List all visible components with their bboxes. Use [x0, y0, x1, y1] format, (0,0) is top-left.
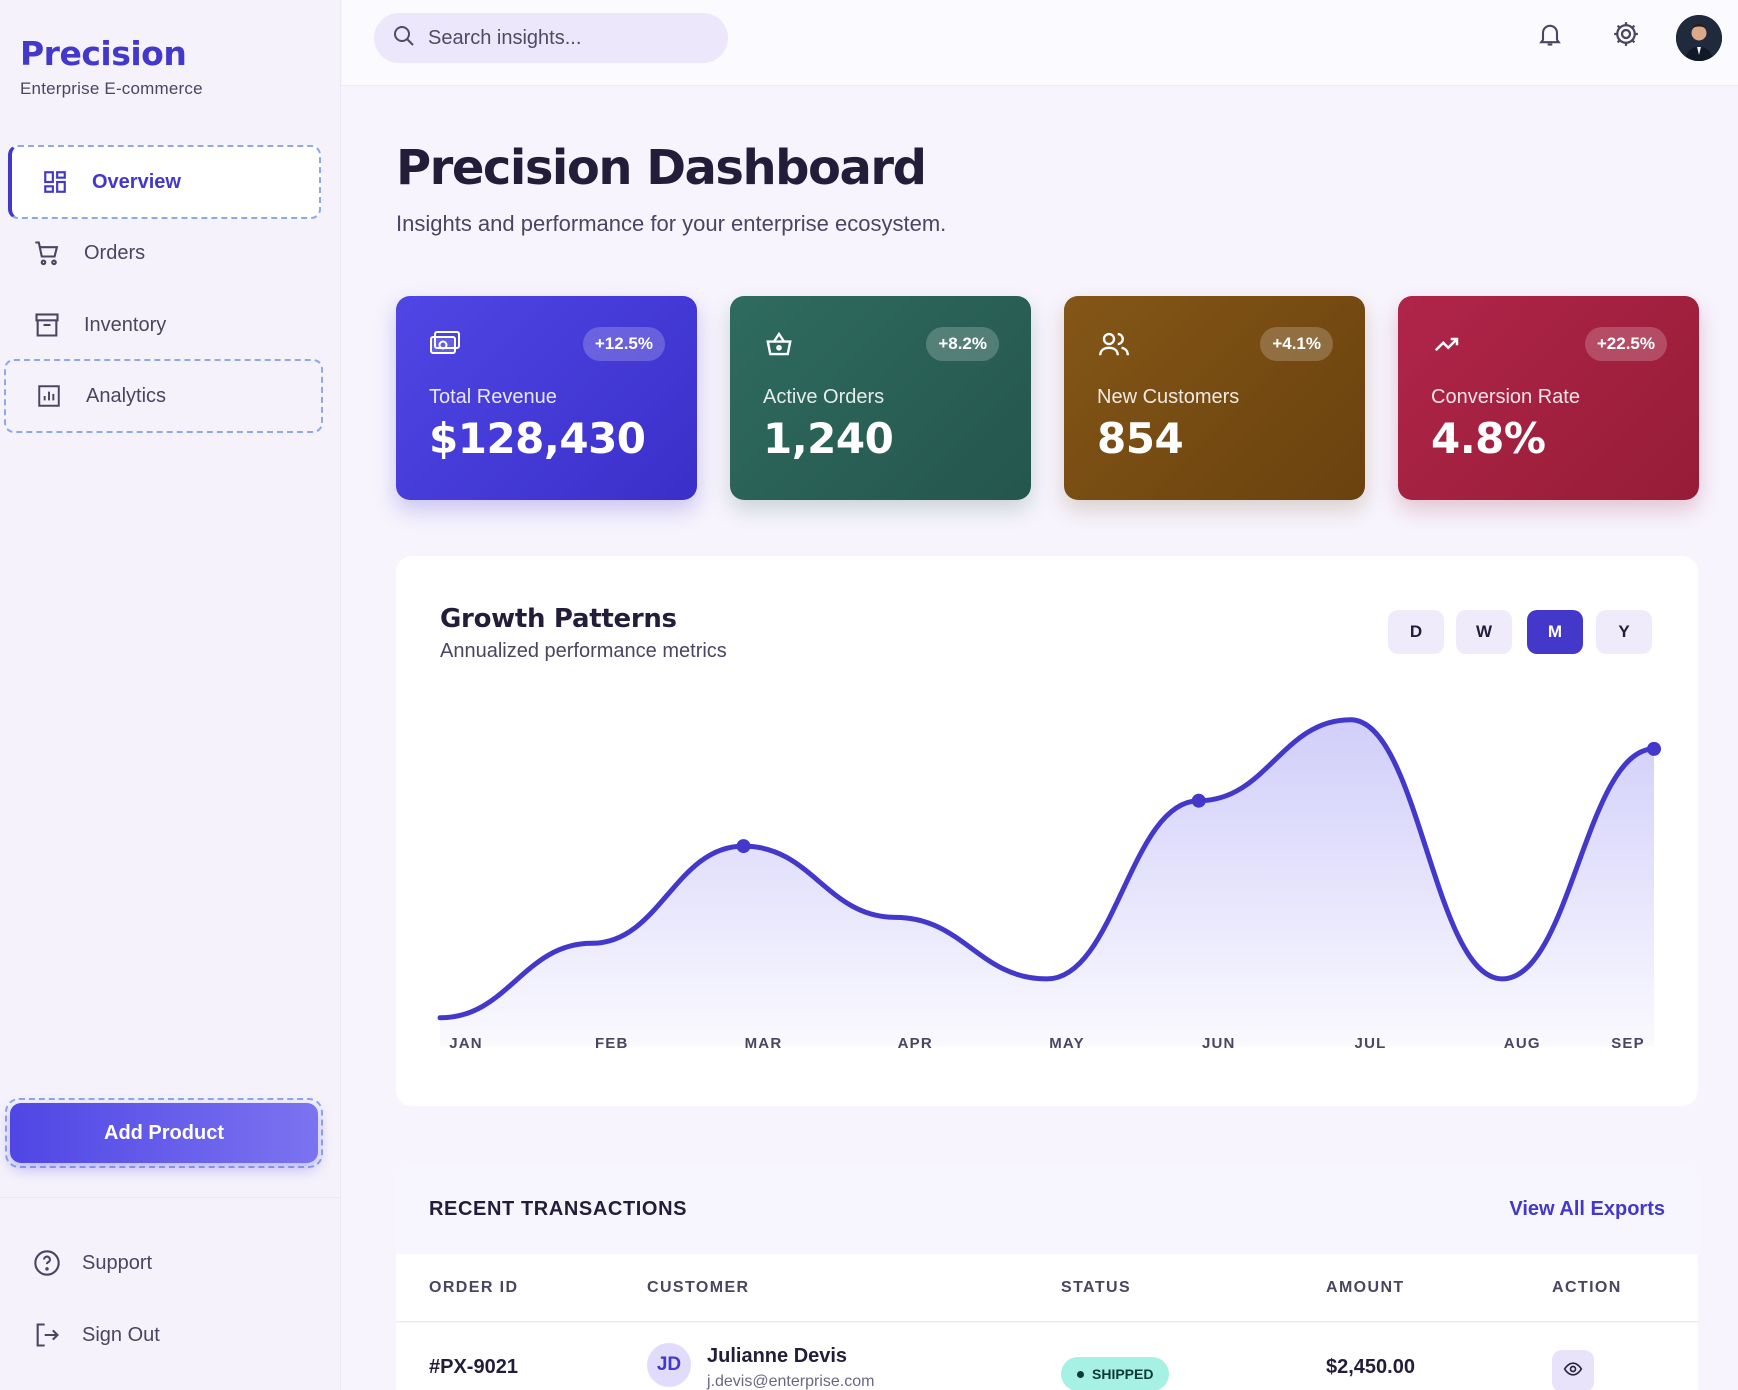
page-title: Precision Dashboard [396, 140, 927, 196]
archive-icon [32, 310, 62, 340]
topbar [342, 0, 1738, 86]
x-tick-label: MAR [745, 1035, 783, 1052]
range-day-button[interactable]: D [1388, 610, 1444, 654]
chart-point[interactable] [1191, 793, 1206, 808]
sidebar-item-analytics[interactable]: Analytics [4, 359, 323, 433]
stat-card-revenue[interactable]: +12.5% Total Revenue $128,430 [396, 296, 697, 500]
support-label: Support [82, 1251, 153, 1274]
sidebar-item-label: Inventory [84, 313, 167, 336]
chart-subtitle: Annualized performance metrics [440, 640, 727, 662]
chart-series-line [437, 717, 1657, 1021]
brand-title: Precision [20, 34, 187, 73]
sidebar-item-label: Analytics [86, 384, 167, 407]
stat-card-conversion[interactable]: +22.5% Conversion Rate 4.8% [1398, 296, 1699, 500]
status-label: SHIPPED [1092, 1366, 1154, 1382]
x-tick-label: APR [898, 1035, 933, 1052]
x-tick-label: SEP [1611, 1035, 1645, 1052]
brand: Precision Enterprise E-commerce [20, 34, 203, 99]
chart-point[interactable] [1647, 741, 1661, 756]
customer-email: j.devis@enterprise.com [707, 1373, 875, 1390]
search-box[interactable] [374, 13, 728, 63]
eye-icon [1563, 1359, 1583, 1384]
stat-value: 1,240 [763, 414, 894, 463]
stat-value: 4.8% [1431, 414, 1546, 463]
stat-label: New Customers [1097, 386, 1240, 408]
range-year-button[interactable]: Y [1596, 610, 1652, 654]
stat-label: Total Revenue [429, 386, 557, 408]
column-header: ACTION [1552, 1279, 1622, 1296]
table-row[interactable]: #PX-9021 JD Julianne Devis j.devis@enter… [396, 1323, 1698, 1390]
column-header: ORDER ID [429, 1279, 519, 1296]
customer-avatar: JD [647, 1343, 691, 1387]
range-week-button[interactable]: W [1456, 610, 1512, 654]
stat-card-customers[interactable]: +4.1% New Customers 854 [1064, 296, 1365, 500]
range-month-button[interactable]: M [1527, 610, 1583, 654]
status-badge: SHIPPED [1061, 1357, 1170, 1390]
x-tick-label: JUL [1355, 1035, 1387, 1052]
search-input[interactable] [428, 26, 708, 50]
sidebar-item-label: Overview [92, 170, 181, 193]
view-order-button[interactable] [1552, 1350, 1594, 1390]
x-tick-label: FEB [595, 1035, 629, 1052]
search-icon [392, 24, 416, 53]
stat-card-orders[interactable]: +8.2% Active Orders 1,240 [730, 296, 1031, 500]
customer-name: Julianne Devis [707, 1345, 848, 1367]
column-header: AMOUNT [1326, 1279, 1405, 1296]
help-icon [32, 1248, 62, 1278]
stat-change-badge: +22.5% [1584, 327, 1667, 361]
stat-value: $128,430 [429, 414, 646, 463]
dashboard-icon [40, 167, 70, 197]
amount: $2,450.00 [1326, 1356, 1415, 1378]
stat-change-badge: +4.1% [1260, 327, 1333, 361]
order-id: #PX-9021 [429, 1356, 518, 1378]
stat-label: Conversion Rate [1431, 386, 1580, 408]
bell-icon[interactable] [1532, 16, 1568, 52]
sidebar-item-orders[interactable]: Orders [4, 216, 323, 290]
view-all-exports-link[interactable]: View All Exports [1509, 1198, 1665, 1220]
sign-out-link[interactable]: Sign Out [32, 1320, 160, 1350]
cart-icon [32, 238, 62, 268]
brand-subtitle: Enterprise E-commerce [20, 79, 203, 98]
basket-icon [763, 329, 795, 359]
add-product-button[interactable]: Add Product [10, 1103, 318, 1163]
page-subtitle: Insights and performance for your enterp… [396, 211, 947, 236]
transactions-title: RECENT TRANSACTIONS [429, 1198, 688, 1220]
column-header: CUSTOMER [647, 1279, 750, 1296]
avatar[interactable] [1676, 15, 1722, 61]
gear-icon[interactable] [1608, 16, 1644, 52]
logout-icon [32, 1320, 62, 1350]
sidebar-item-inventory[interactable]: Inventory [4, 288, 323, 362]
stat-change-badge: +12.5% [582, 327, 665, 361]
sidebar-item-label: Orders [84, 241, 146, 264]
growth-chart-card: Growth Patterns Annualized performance m… [396, 556, 1698, 1106]
x-tick-label: AUG [1504, 1035, 1541, 1052]
money-icon [429, 329, 461, 359]
x-tick-label: MAY [1049, 1035, 1085, 1052]
chart-area-fill [440, 719, 1654, 1046]
sign-out-label: Sign Out [82, 1323, 160, 1346]
stat-change-badge: +8.2% [926, 327, 999, 361]
transactions-card: RECENT TRANSACTIONS View All Exports ORD… [396, 1164, 1698, 1390]
trend-up-icon [1431, 329, 1463, 359]
x-tick-label: JUN [1202, 1035, 1236, 1052]
column-header: STATUS [1061, 1279, 1132, 1296]
chart-point[interactable] [736, 839, 751, 854]
x-tick-label: JAN [449, 1035, 483, 1052]
users-icon [1097, 329, 1129, 359]
bar-chart-icon [34, 381, 64, 411]
sidebar: Precision Enterprise E-commerce Overview… [0, 0, 341, 1390]
table-header: ORDER ID CUSTOMER STATUS AMOUNT ACTION [396, 1254, 1698, 1322]
stat-label: Active Orders [763, 386, 885, 408]
stat-value: 854 [1097, 414, 1184, 463]
status-dot [1077, 1370, 1084, 1378]
add-product-wrapper: Add Product [5, 1098, 323, 1168]
growth-chart: JAN FEB MAR APR MAY JUN JUL AUG SEP [437, 717, 1661, 1052]
sidebar-item-overview[interactable]: Overview [8, 145, 321, 219]
chart-title: Growth Patterns [440, 604, 677, 634]
support-link[interactable]: Support [32, 1248, 152, 1278]
sidebar-divider [0, 1197, 341, 1198]
